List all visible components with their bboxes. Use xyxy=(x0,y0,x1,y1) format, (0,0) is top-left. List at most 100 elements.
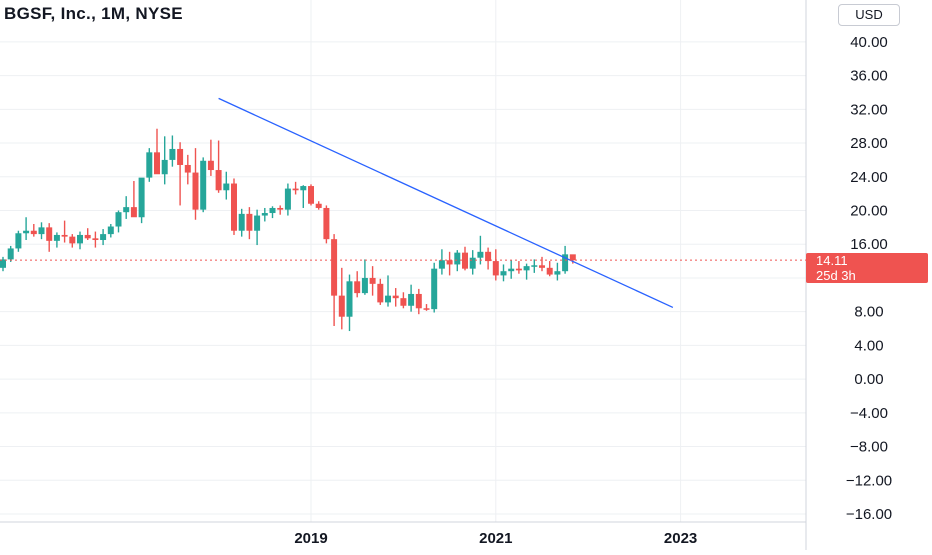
candle[interactable] xyxy=(223,171,230,200)
trendline[interactable] xyxy=(218,97,674,309)
candle[interactable] xyxy=(354,271,361,298)
candle[interactable] xyxy=(15,230,22,252)
candle[interactable] xyxy=(308,184,314,206)
currency-selector[interactable]: USD xyxy=(838,4,900,26)
candle[interactable] xyxy=(207,139,214,176)
candle[interactable] xyxy=(415,288,422,315)
candle[interactable] xyxy=(184,154,191,185)
candle[interactable] xyxy=(61,220,68,243)
candle[interactable] xyxy=(408,284,415,312)
candle[interactable] xyxy=(369,266,376,296)
candle[interactable] xyxy=(277,205,284,215)
candle[interactable] xyxy=(38,222,45,240)
candle[interactable] xyxy=(100,229,107,246)
candle[interactable] xyxy=(300,185,307,208)
candle-body xyxy=(284,188,291,210)
grid xyxy=(0,0,806,522)
candle-body xyxy=(0,259,6,268)
candle[interactable] xyxy=(469,250,476,275)
candle[interactable] xyxy=(215,140,222,193)
candle-body xyxy=(115,212,122,227)
candle[interactable] xyxy=(500,264,507,282)
x-tick-label: 2023 xyxy=(664,530,697,547)
candle[interactable] xyxy=(284,183,291,216)
candle[interactable] xyxy=(46,223,53,252)
candle[interactable] xyxy=(246,207,253,240)
candle[interactable] xyxy=(377,278,384,305)
candle[interactable] xyxy=(539,256,545,272)
candle[interactable] xyxy=(107,223,114,238)
candle[interactable] xyxy=(0,256,6,272)
candle[interactable] xyxy=(84,228,91,241)
candle[interactable] xyxy=(7,245,14,262)
candle-body xyxy=(508,268,515,272)
candle-body xyxy=(92,238,99,241)
y-tick-label: 0.00 xyxy=(854,371,883,388)
candle[interactable] xyxy=(254,209,261,246)
candle[interactable] xyxy=(338,267,345,330)
candle[interactable] xyxy=(515,261,522,274)
candle[interactable] xyxy=(53,232,60,248)
candle[interactable] xyxy=(485,247,492,270)
candle-body xyxy=(454,252,461,265)
candle[interactable] xyxy=(130,180,137,218)
candle[interactable] xyxy=(431,262,438,313)
candle[interactable] xyxy=(523,263,530,280)
candle[interactable] xyxy=(462,246,468,271)
candle[interactable] xyxy=(231,178,237,235)
candle-body xyxy=(369,277,376,284)
candle-body xyxy=(300,186,307,191)
candle[interactable] xyxy=(531,259,538,273)
candle[interactable] xyxy=(177,142,184,206)
candle-body xyxy=(200,160,207,210)
candle[interactable] xyxy=(492,249,499,281)
candle[interactable] xyxy=(69,234,76,248)
candle[interactable] xyxy=(115,210,122,233)
candle-body xyxy=(46,227,53,241)
candle[interactable] xyxy=(569,254,576,264)
candle[interactable] xyxy=(346,274,353,332)
y-tick-label: 20.00 xyxy=(850,203,888,220)
candle[interactable] xyxy=(146,148,153,182)
candle[interactable] xyxy=(315,201,322,210)
candle[interactable] xyxy=(385,275,391,307)
candle[interactable] xyxy=(92,231,99,248)
trendline-group[interactable] xyxy=(218,97,674,309)
y-tick-label: 28.00 xyxy=(850,135,888,152)
candle[interactable] xyxy=(154,128,160,175)
candle[interactable] xyxy=(323,205,330,244)
candle-body xyxy=(546,267,553,275)
candle[interactable] xyxy=(269,206,276,219)
candle[interactable] xyxy=(261,207,268,222)
candle[interactable] xyxy=(123,196,130,219)
candle[interactable] xyxy=(331,234,338,326)
candle[interactable] xyxy=(392,288,399,307)
candle[interactable] xyxy=(161,136,168,185)
candle[interactable] xyxy=(508,260,515,279)
price-axis-labels[interactable]: 40.0036.0032.0028.0024.0020.0016.0012.00… xyxy=(846,34,892,523)
candle[interactable] xyxy=(423,304,430,311)
candle[interactable] xyxy=(23,217,30,241)
candle[interactable] xyxy=(77,231,83,250)
candle[interactable] xyxy=(400,292,407,309)
candle[interactable] xyxy=(192,148,199,220)
candle[interactable] xyxy=(169,135,176,167)
candle[interactable] xyxy=(238,208,245,237)
candle[interactable] xyxy=(361,259,368,295)
candle-body xyxy=(215,170,222,191)
candle[interactable] xyxy=(546,261,553,277)
candle-body xyxy=(154,152,160,175)
candle[interactable] xyxy=(200,157,207,213)
chart-title: BGSF, Inc., 1M, NYSE xyxy=(4,4,183,23)
candle[interactable] xyxy=(554,262,561,281)
candle[interactable] xyxy=(446,251,453,276)
candle[interactable] xyxy=(30,223,37,237)
time-axis-labels[interactable]: 2019 2021 2023 xyxy=(294,530,697,547)
candle-body xyxy=(69,236,76,244)
candle-body xyxy=(354,281,361,294)
candle[interactable] xyxy=(292,181,299,195)
candle[interactable] xyxy=(438,249,445,275)
candle[interactable] xyxy=(138,177,145,224)
y-tick-label: 40.00 xyxy=(850,34,888,51)
candle[interactable] xyxy=(454,250,461,272)
